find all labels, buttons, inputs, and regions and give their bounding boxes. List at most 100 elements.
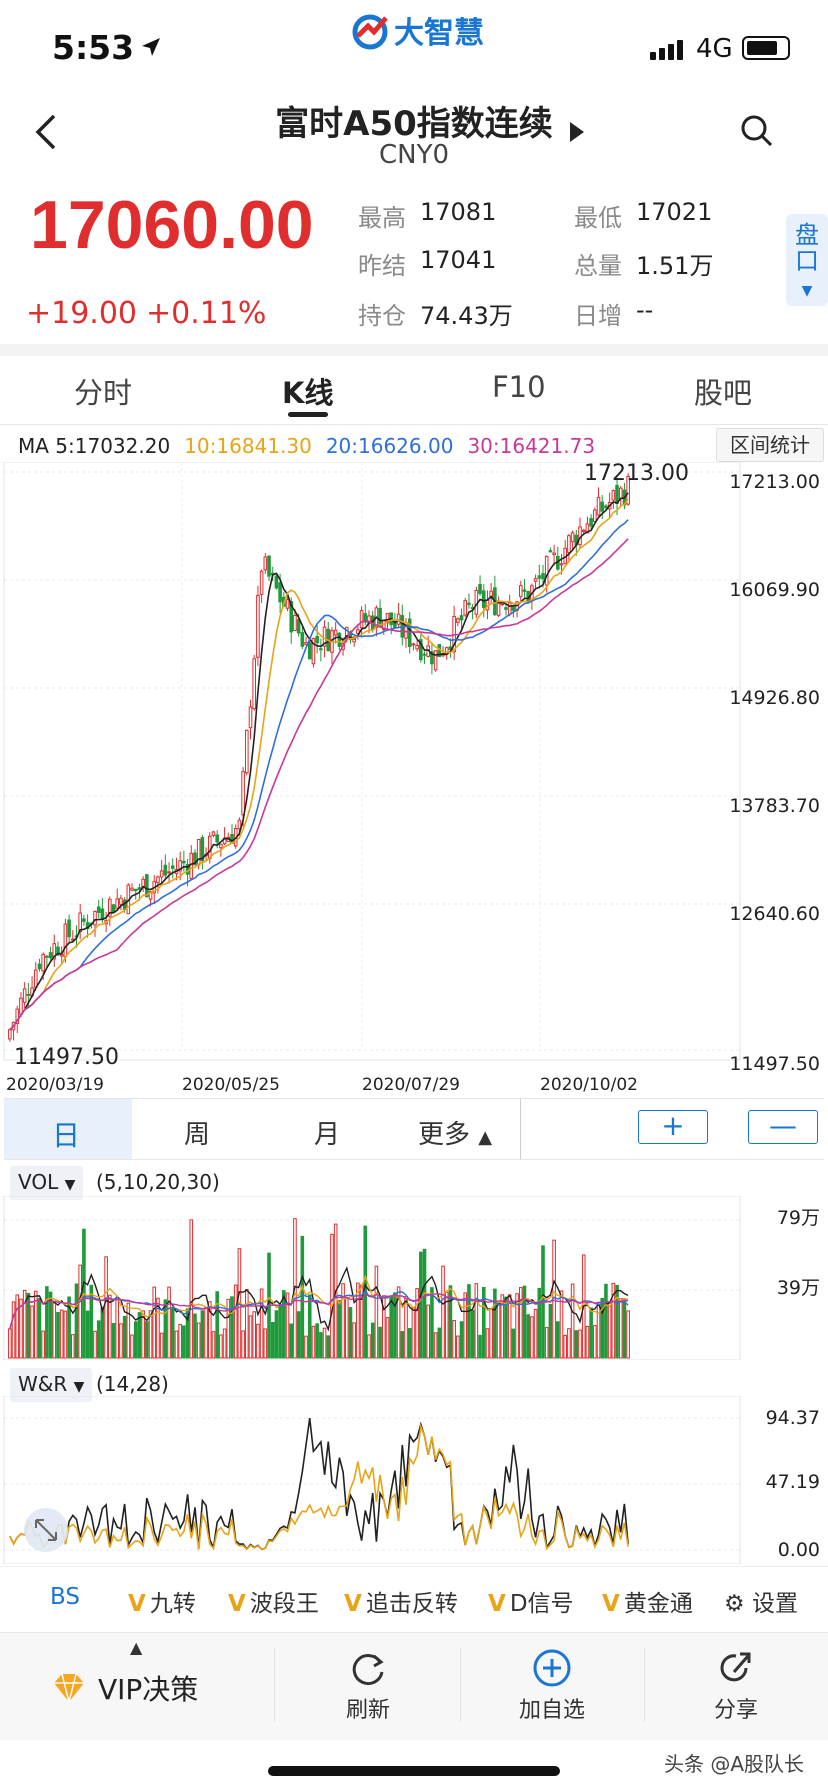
search-icon[interactable] bbox=[740, 114, 772, 146]
candle-body bbox=[433, 650, 438, 671]
candle-body bbox=[537, 575, 542, 579]
range-stats-button[interactable]: 区间统计 bbox=[716, 428, 824, 462]
volume-bar bbox=[174, 1330, 179, 1359]
candle-body bbox=[241, 771, 245, 816]
candle-body bbox=[259, 570, 264, 595]
candle-body bbox=[130, 887, 134, 891]
kline-low-label: 11497.50 bbox=[14, 1045, 119, 1070]
volume-bar bbox=[52, 1302, 57, 1359]
candle-body bbox=[182, 860, 186, 864]
candle-body bbox=[48, 952, 53, 959]
settings-button[interactable]: ⚙ 设置 bbox=[724, 1584, 798, 1618]
volume-bar bbox=[215, 1291, 219, 1359]
candle-body bbox=[307, 642, 312, 660]
ma-legend: MA 5:17032.20 10:16841.30 20:16626.00 30… bbox=[18, 434, 595, 458]
candle-body bbox=[570, 532, 575, 543]
volume-bar bbox=[400, 1331, 405, 1359]
volume-bar bbox=[152, 1286, 157, 1359]
candle-body bbox=[289, 601, 294, 633]
volume-bar bbox=[337, 1300, 342, 1359]
tab-f10[interactable]: F10 bbox=[492, 370, 546, 404]
caret-down-icon: ▼ bbox=[64, 1177, 76, 1193]
candle-body bbox=[541, 573, 545, 580]
candle-body bbox=[26, 993, 31, 996]
signal-bs[interactable]: BS bbox=[50, 1584, 80, 1610]
kline-chart[interactable]: 17213.00 11497.50 17213.00 16069.90 1492… bbox=[0, 462, 828, 1098]
volume-bar bbox=[500, 1294, 505, 1359]
volume-bar bbox=[67, 1296, 71, 1359]
volume-bar bbox=[119, 1323, 123, 1359]
candle-body bbox=[78, 912, 82, 933]
wr-chart[interactable]: 94.37 47.19 0.00 bbox=[0, 1396, 828, 1564]
volume-bar bbox=[526, 1314, 530, 1359]
volume-bar bbox=[11, 1301, 16, 1359]
volume-bar bbox=[600, 1297, 605, 1359]
volume-bar bbox=[282, 1290, 286, 1359]
tab-kline[interactable]: K线 bbox=[282, 376, 334, 410]
volume-bar bbox=[444, 1291, 449, 1359]
signal-wave-king[interactable]: V 波段王 bbox=[228, 1584, 319, 1618]
candle-body bbox=[100, 908, 105, 921]
volume-bar bbox=[45, 1286, 49, 1359]
candle-body bbox=[52, 943, 57, 960]
caret-up-icon: ▲ bbox=[130, 1638, 143, 1657]
vol-indicator-selector[interactable]: VOL ▼ bbox=[10, 1166, 84, 1200]
volume-bar bbox=[319, 1332, 323, 1359]
zoom-out-button[interactable]: — bbox=[748, 1110, 818, 1144]
volume-bar bbox=[8, 1328, 12, 1359]
back-button[interactable] bbox=[34, 112, 58, 162]
price-change: +19.00 bbox=[26, 296, 138, 331]
candle-body bbox=[156, 876, 160, 884]
volume-bar bbox=[100, 1306, 105, 1359]
next-instrument-button[interactable] bbox=[570, 122, 584, 142]
volume-bar bbox=[204, 1308, 208, 1359]
volume-bar bbox=[159, 1332, 164, 1359]
candle-body bbox=[145, 874, 149, 898]
divider bbox=[0, 424, 828, 425]
period-week-button[interactable]: 周 bbox=[184, 1120, 211, 1150]
signal-nine-turn[interactable]: V 九转 bbox=[128, 1584, 196, 1618]
candle-body bbox=[415, 644, 419, 650]
candle-body bbox=[293, 614, 297, 632]
nav-refresh[interactable]: 刷新 bbox=[308, 1648, 428, 1724]
order-book-button[interactable]: 盘口 ▼ bbox=[786, 214, 828, 306]
caret-up-icon: ▲ bbox=[478, 1127, 493, 1148]
volume-chart[interactable]: 79万 39万 bbox=[0, 1196, 828, 1360]
period-month-button[interactable]: 月 bbox=[314, 1120, 341, 1150]
volume-bar bbox=[248, 1315, 253, 1359]
candle-body bbox=[108, 898, 112, 917]
volume-bar bbox=[493, 1288, 497, 1359]
volume-bar bbox=[63, 1310, 68, 1359]
volume-bar bbox=[489, 1308, 493, 1359]
volume-bar bbox=[56, 1311, 60, 1359]
volume-bar bbox=[367, 1334, 371, 1359]
period-more-button[interactable]: 更多 ▲ bbox=[418, 1114, 492, 1151]
signal-d[interactable]: V D信号 bbox=[488, 1584, 574, 1618]
candle-body bbox=[148, 890, 153, 900]
volume-bar bbox=[148, 1310, 153, 1359]
signal-gold[interactable]: V 黄金通 bbox=[602, 1584, 698, 1618]
period-day-button[interactable]: 日 bbox=[52, 1119, 81, 1152]
volume-bar bbox=[307, 1294, 312, 1359]
volume-bar bbox=[456, 1335, 460, 1359]
bottom-nav bbox=[0, 1632, 828, 1740]
zoom-in-button[interactable]: + bbox=[638, 1110, 708, 1144]
volume-bar bbox=[504, 1296, 508, 1359]
nav-add-watchlist[interactable]: 加自选 bbox=[492, 1648, 612, 1724]
signal-chase-reversal[interactable]: V 追击反转 bbox=[344, 1584, 458, 1618]
tab-intraday[interactable]: 分时 bbox=[74, 376, 133, 410]
period-more-label: 更多 bbox=[418, 1120, 471, 1150]
nav-share[interactable]: 分享 bbox=[676, 1648, 796, 1724]
volume-bar bbox=[407, 1328, 412, 1359]
candle-body bbox=[67, 919, 71, 938]
period-bar bbox=[4, 1098, 824, 1160]
tab-forum[interactable]: 股吧 bbox=[694, 376, 753, 410]
nav-vip-decision[interactable]: VIP决策 bbox=[50, 1668, 198, 1708]
volume-bar bbox=[419, 1251, 423, 1359]
candle-body bbox=[411, 643, 416, 646]
expand-icon bbox=[35, 1519, 57, 1541]
volume-bar bbox=[252, 1311, 257, 1359]
candle-body bbox=[133, 888, 138, 892]
candle-body bbox=[467, 602, 471, 606]
candle-body bbox=[63, 923, 68, 958]
